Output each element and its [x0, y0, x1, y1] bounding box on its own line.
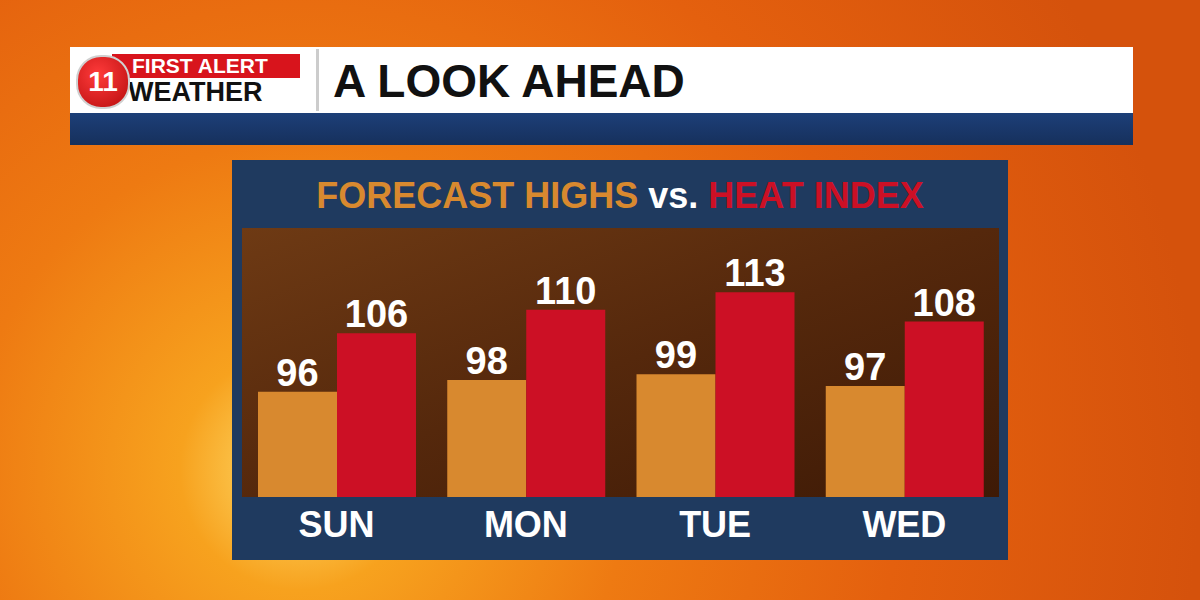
- svg-text:TUE: TUE: [679, 504, 751, 545]
- svg-text:99: 99: [655, 334, 697, 376]
- html-text:FORECAST HIGHS vs. HEAT INDEX: FORECAST HIGHS vs. HEAT INDEX: [316, 175, 924, 216]
- html-text:11: 11: [88, 66, 118, 97]
- svg-text:97: 97: [844, 346, 886, 388]
- html-text:A LOOK AHEAD: A LOOK AHEAD: [333, 55, 685, 107]
- svg-text:96: 96: [276, 352, 318, 394]
- svg-text:113: 113: [724, 252, 785, 294]
- svg-text:108: 108: [913, 282, 976, 324]
- svg-text:110: 110: [535, 270, 596, 312]
- svg-text:106: 106: [345, 293, 408, 335]
- svg-text:MON: MON: [484, 504, 568, 545]
- html-text:WEATHER: WEATHER: [128, 77, 263, 107]
- html-text:FIRST ALERT: FIRST ALERT: [132, 54, 268, 77]
- svg-text:WED: WED: [862, 504, 946, 545]
- svg-text:SUN: SUN: [299, 504, 375, 545]
- svg-text:98: 98: [466, 340, 508, 382]
